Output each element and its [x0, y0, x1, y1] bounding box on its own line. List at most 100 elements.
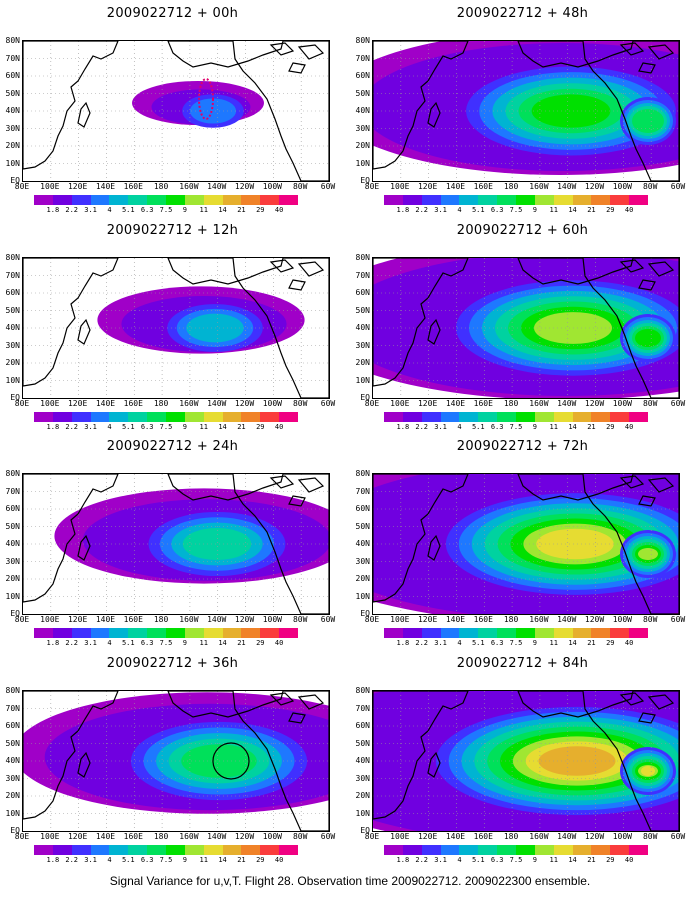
lon-tick-label: 120E	[417, 615, 438, 624]
panel-title: 2009022712 + 24h	[106, 439, 239, 454]
colorbar-tick-label: 4	[457, 856, 462, 864]
colorbar-tick-label: 4	[457, 206, 462, 214]
colorbar-tick-label: 9	[182, 639, 187, 647]
lon-tick-label: 60W	[670, 182, 686, 191]
lon-tick-label: 160W	[179, 832, 199, 841]
lat-tick-label: 40N	[355, 106, 370, 115]
lat-tick-label: 60N	[5, 721, 20, 730]
lat-tick-label: 60N	[5, 504, 20, 513]
lon-tick-label: 140W	[557, 182, 577, 191]
lon-tick-label: 60W	[320, 832, 336, 841]
colorbar-tick-label: 9	[532, 856, 537, 864]
colorbar-tick-label: 1.8	[396, 639, 410, 647]
colorbar-swatch	[222, 412, 242, 422]
lat-tick-label: 30N	[5, 556, 20, 566]
lon-tick-label: 60W	[670, 399, 686, 408]
variance-field	[373, 41, 679, 175]
lon-tick-label: 100E	[40, 399, 60, 408]
colorbar-swatch	[516, 628, 535, 638]
colorbar-swatch	[421, 845, 441, 855]
colorbar-ticks: 1.8 2.2 3.1 4 5.1 6.3 7.5 9 11 14 21 29 40	[34, 423, 298, 433]
lat-tick-label: 50N	[5, 521, 20, 531]
lon-tick-label: 160W	[529, 615, 549, 624]
colorbar-swatch	[440, 845, 460, 855]
colorbar-swatch	[534, 412, 554, 422]
colorbar-tick-label: 11	[549, 206, 558, 214]
lat-tick-label: 80N	[355, 469, 370, 478]
colorbar-swatch	[478, 412, 498, 422]
colorbar-tick-label: 9	[532, 206, 537, 214]
colorbar-tick-label: 4	[457, 639, 462, 647]
colorbar-tick-label: 4	[107, 856, 112, 864]
colorbar-swatch	[128, 195, 148, 205]
lon-tick-label: 100W	[612, 615, 632, 624]
map-area	[22, 40, 330, 182]
map-area	[372, 40, 680, 182]
lon-tick-label: 180	[153, 399, 169, 408]
map-panel: 2009022712 + 24h 80N 70N 60N 50N 40N 30N 20N 10N…	[0, 433, 345, 647]
colorbar-tick-label: 9	[532, 639, 537, 647]
colorbar-tick-label: 9	[182, 206, 187, 214]
colorbar-tick-label: 9	[182, 856, 187, 864]
colorbar-tick-label: 29	[256, 856, 265, 864]
map-panel: 2009022712 + 00h 80N 70N 60N 50N 40N 30N 20N 10N…	[0, 0, 345, 214]
lon-tick-label: 60W	[670, 832, 686, 841]
lon-tick-label: 100W	[612, 182, 632, 191]
colorbar-tick-label: 11	[199, 639, 208, 647]
colorbar-tick-label: 4	[107, 639, 112, 647]
lat-tick-label: 50N	[355, 88, 370, 98]
colorbar-swatch	[610, 628, 630, 638]
lat-tick-label: 60N	[355, 288, 370, 297]
variance-field	[23, 692, 329, 814]
colorbar-swatch	[52, 412, 72, 422]
map-panel: 2009022712 + 48h 80N 70N 60N 50N 40N 30N 20N 10N…	[350, 0, 695, 214]
colorbar-swatch	[71, 412, 91, 422]
colorbar-tick-label: 6.3	[140, 423, 154, 431]
colorbar-swatch	[572, 195, 592, 205]
lon-tick-label: 140W	[557, 399, 577, 408]
lat-tick-label: 10N	[355, 158, 370, 168]
lon-tick-label: 120W	[234, 182, 255, 191]
highlight-circle	[212, 742, 250, 780]
colorbar	[34, 628, 299, 638]
colorbar-swatch	[184, 628, 204, 638]
colorbar-swatch	[203, 195, 223, 205]
map-area	[22, 473, 330, 615]
colorbar-swatch	[572, 845, 592, 855]
colorbar-swatch	[147, 195, 167, 205]
lat-tick-label: 50N	[355, 738, 370, 748]
colorbar-swatch	[109, 845, 129, 855]
lon-tick-label: 100E	[390, 399, 410, 408]
lat-tick-label: 40N	[355, 539, 370, 548]
colorbar-swatch	[222, 845, 242, 855]
colorbar-tick-label: 29	[606, 206, 615, 214]
lon-tick-label: 80E	[14, 399, 30, 408]
lon-tick-label: 140W	[557, 832, 577, 841]
colorbar-tick-label: 14	[218, 423, 227, 431]
colorbar-swatch	[402, 412, 422, 422]
map-area	[22, 257, 330, 399]
coastline	[23, 474, 119, 603]
colorbar-swatch	[421, 412, 441, 422]
lat-tick-label: 70N	[5, 486, 20, 496]
lon-tick-label: 140E	[445, 832, 466, 841]
coastline	[269, 692, 325, 724]
lat-tick-label: 80N	[5, 36, 20, 45]
colorbar-tick-label: 3.1	[434, 206, 447, 214]
lon-tick-label: 100E	[390, 182, 410, 191]
coastline	[619, 692, 675, 724]
coastline	[517, 41, 679, 181]
colorbar-tick-label: 7.5	[159, 639, 173, 647]
colorbar-swatch	[90, 195, 110, 205]
lat-tick-label: 20N	[355, 574, 370, 583]
figure-caption: Signal Variance for u,v,T. Flight 28. Ob…	[109, 874, 591, 888]
colorbar-tick-label: 3.1	[434, 856, 447, 864]
colorbar-tick-label: 40	[274, 639, 284, 647]
lon-tick-label: 120W	[584, 182, 605, 191]
colorbar-tick-label: 5.1	[121, 423, 135, 431]
coastline	[373, 474, 469, 603]
colorbar-swatch	[222, 195, 242, 205]
lon-tick-label: 160W	[179, 615, 199, 624]
lon-tick-label: 80E	[364, 832, 380, 841]
colorbar-tick-label: 40	[274, 856, 284, 864]
